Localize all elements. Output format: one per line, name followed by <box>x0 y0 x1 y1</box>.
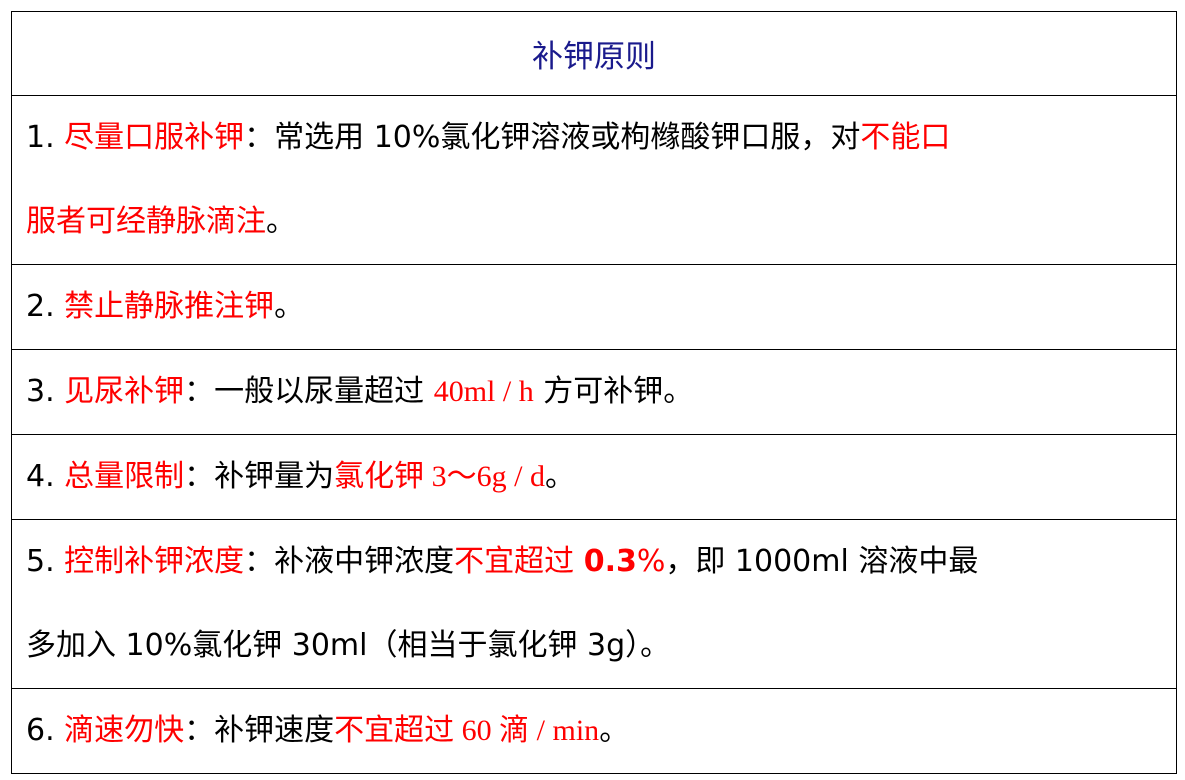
principle-row-6: 6. 滴速勿快：补钾速度不宜超过 60 滴 / min。 <box>11 688 1177 774</box>
principle-row-3: 3. 见尿补钾：一般以尿量超过 40ml / h 方可补钾。 <box>11 349 1177 435</box>
table-header-row: 补钾原则 <box>11 11 1177 96</box>
principle-row-1: 1. 尽量口服补钾：常选用 10%氯化钾溶液或枸橼酸钾口服，对不能口 服者可经静脉… <box>11 95 1177 265</box>
highlighted-text: 尽量口服补钾 <box>64 120 245 155</box>
principle-row-2: 2. 禁止静脉推注钾。 <box>11 264 1177 350</box>
highlighted-text: 服者可经静脉滴注 <box>26 204 266 239</box>
body-text: 2. <box>26 289 65 324</box>
body-text: 多加入 10%氯化钾 30ml（相当于氯化钾 3g）。 <box>26 628 671 663</box>
highlighted-text: 40ml / h <box>433 375 534 408</box>
principle-cell: 1. 尽量口服补钾：常选用 10%氯化钾溶液或枸橼酸钾口服，对不能口 服者可经静脉… <box>11 95 1177 265</box>
potassium-principles-table: 补钾原则 1. 尽量口服补钾：常选用 10%氯化钾溶液或枸橼酸钾口服，对不能口服… <box>11 11 1177 774</box>
principle-cell: 5. 控制补钾浓度：补液中钾浓度不宜超过 0.3%，即 1000ml 溶液中最多… <box>11 519 1177 689</box>
text-line: 4. 总量限制：补钾量为氯化钾 3～6g / d。 <box>26 435 1176 519</box>
principle-cell: 2. 禁止静脉推注钾。 <box>11 264 1177 350</box>
text-line: 2. 禁止静脉推注钾。 <box>26 265 1176 349</box>
body-text: ：补液中钾浓度 <box>244 544 455 579</box>
table-header-cell: 补钾原则 <box>11 11 1177 96</box>
body-text: ，即 1000ml 溶液中最 <box>665 544 979 579</box>
highlighted-text: 禁止静脉推注钾 <box>64 289 275 324</box>
principle-row-5: 5. 控制补钾浓度：补液中钾浓度不宜超过 0.3%，即 1000ml 溶液中最多… <box>11 519 1177 689</box>
text-line: 5. 控制补钾浓度：补液中钾浓度不宜超过 0.3%，即 1000ml 溶液中最 <box>26 520 1176 604</box>
text-line: 3. 见尿补钾：一般以尿量超过 40ml / h 方可补钾。 <box>26 350 1176 434</box>
principle-cell: 6. 滴速勿快：补钾速度不宜超过 60 滴 / min。 <box>11 688 1177 774</box>
highlighted-text: 不宜超过 <box>454 544 584 579</box>
highlighted-text: 见尿补钾 <box>64 374 185 409</box>
highlighted-text: 不能口 <box>860 120 951 155</box>
principle-cell: 3. 见尿补钾：一般以尿量超过 40ml / h 方可补钾。 <box>11 349 1177 435</box>
body-text: 3. <box>26 374 65 409</box>
body-text: ：常选用 10%氯化钾溶液或枸橼酸钾口服，对 <box>244 120 861 155</box>
body-text: 。 <box>599 713 630 748</box>
highlighted-text: 滴速勿快 <box>64 713 185 748</box>
table-title: 补钾原则 <box>532 39 656 75</box>
principle-row-4: 4. 总量限制：补钾量为氯化钾 3～6g / d。 <box>11 434 1177 520</box>
body-text: ：补钾速度 <box>184 713 335 748</box>
highlighted-text: 控制补钾浓度 <box>64 544 245 579</box>
text-line: 多加入 10%氯化钾 30ml（相当于氯化钾 3g）。 <box>26 604 1176 688</box>
text-line: 服者可经静脉滴注。 <box>26 180 1176 264</box>
highlighted-text: 总量限制 <box>64 459 185 494</box>
highlighted-text: 不宜超过 60 滴 / min <box>334 714 600 747</box>
text-line: 6. 滴速勿快：补钾速度不宜超过 60 滴 / min。 <box>26 689 1176 773</box>
body-text: 。 <box>266 204 296 239</box>
text-line: 1. 尽量口服补钾：常选用 10%氯化钾溶液或枸橼酸钾口服，对不能口 <box>26 96 1176 180</box>
body-text: ：补钾量为 <box>184 459 335 494</box>
body-text: 4. <box>26 459 65 494</box>
body-text: 方可补钾。 <box>533 374 694 409</box>
body-text: 5. <box>26 544 65 579</box>
highlighted-text: % <box>636 544 666 579</box>
body-text: 6. <box>26 713 65 748</box>
body-text: 1. <box>26 120 65 155</box>
highlighted-text: 0.3 <box>583 544 637 579</box>
body-text: 。 <box>545 459 576 494</box>
body-text: ：一般以尿量超过 <box>184 374 434 409</box>
body-text: 。 <box>274 289 305 324</box>
principle-cell: 4. 总量限制：补钾量为氯化钾 3～6g / d。 <box>11 434 1177 520</box>
highlighted-text: 氯化钾 3～6g / d <box>334 460 546 493</box>
